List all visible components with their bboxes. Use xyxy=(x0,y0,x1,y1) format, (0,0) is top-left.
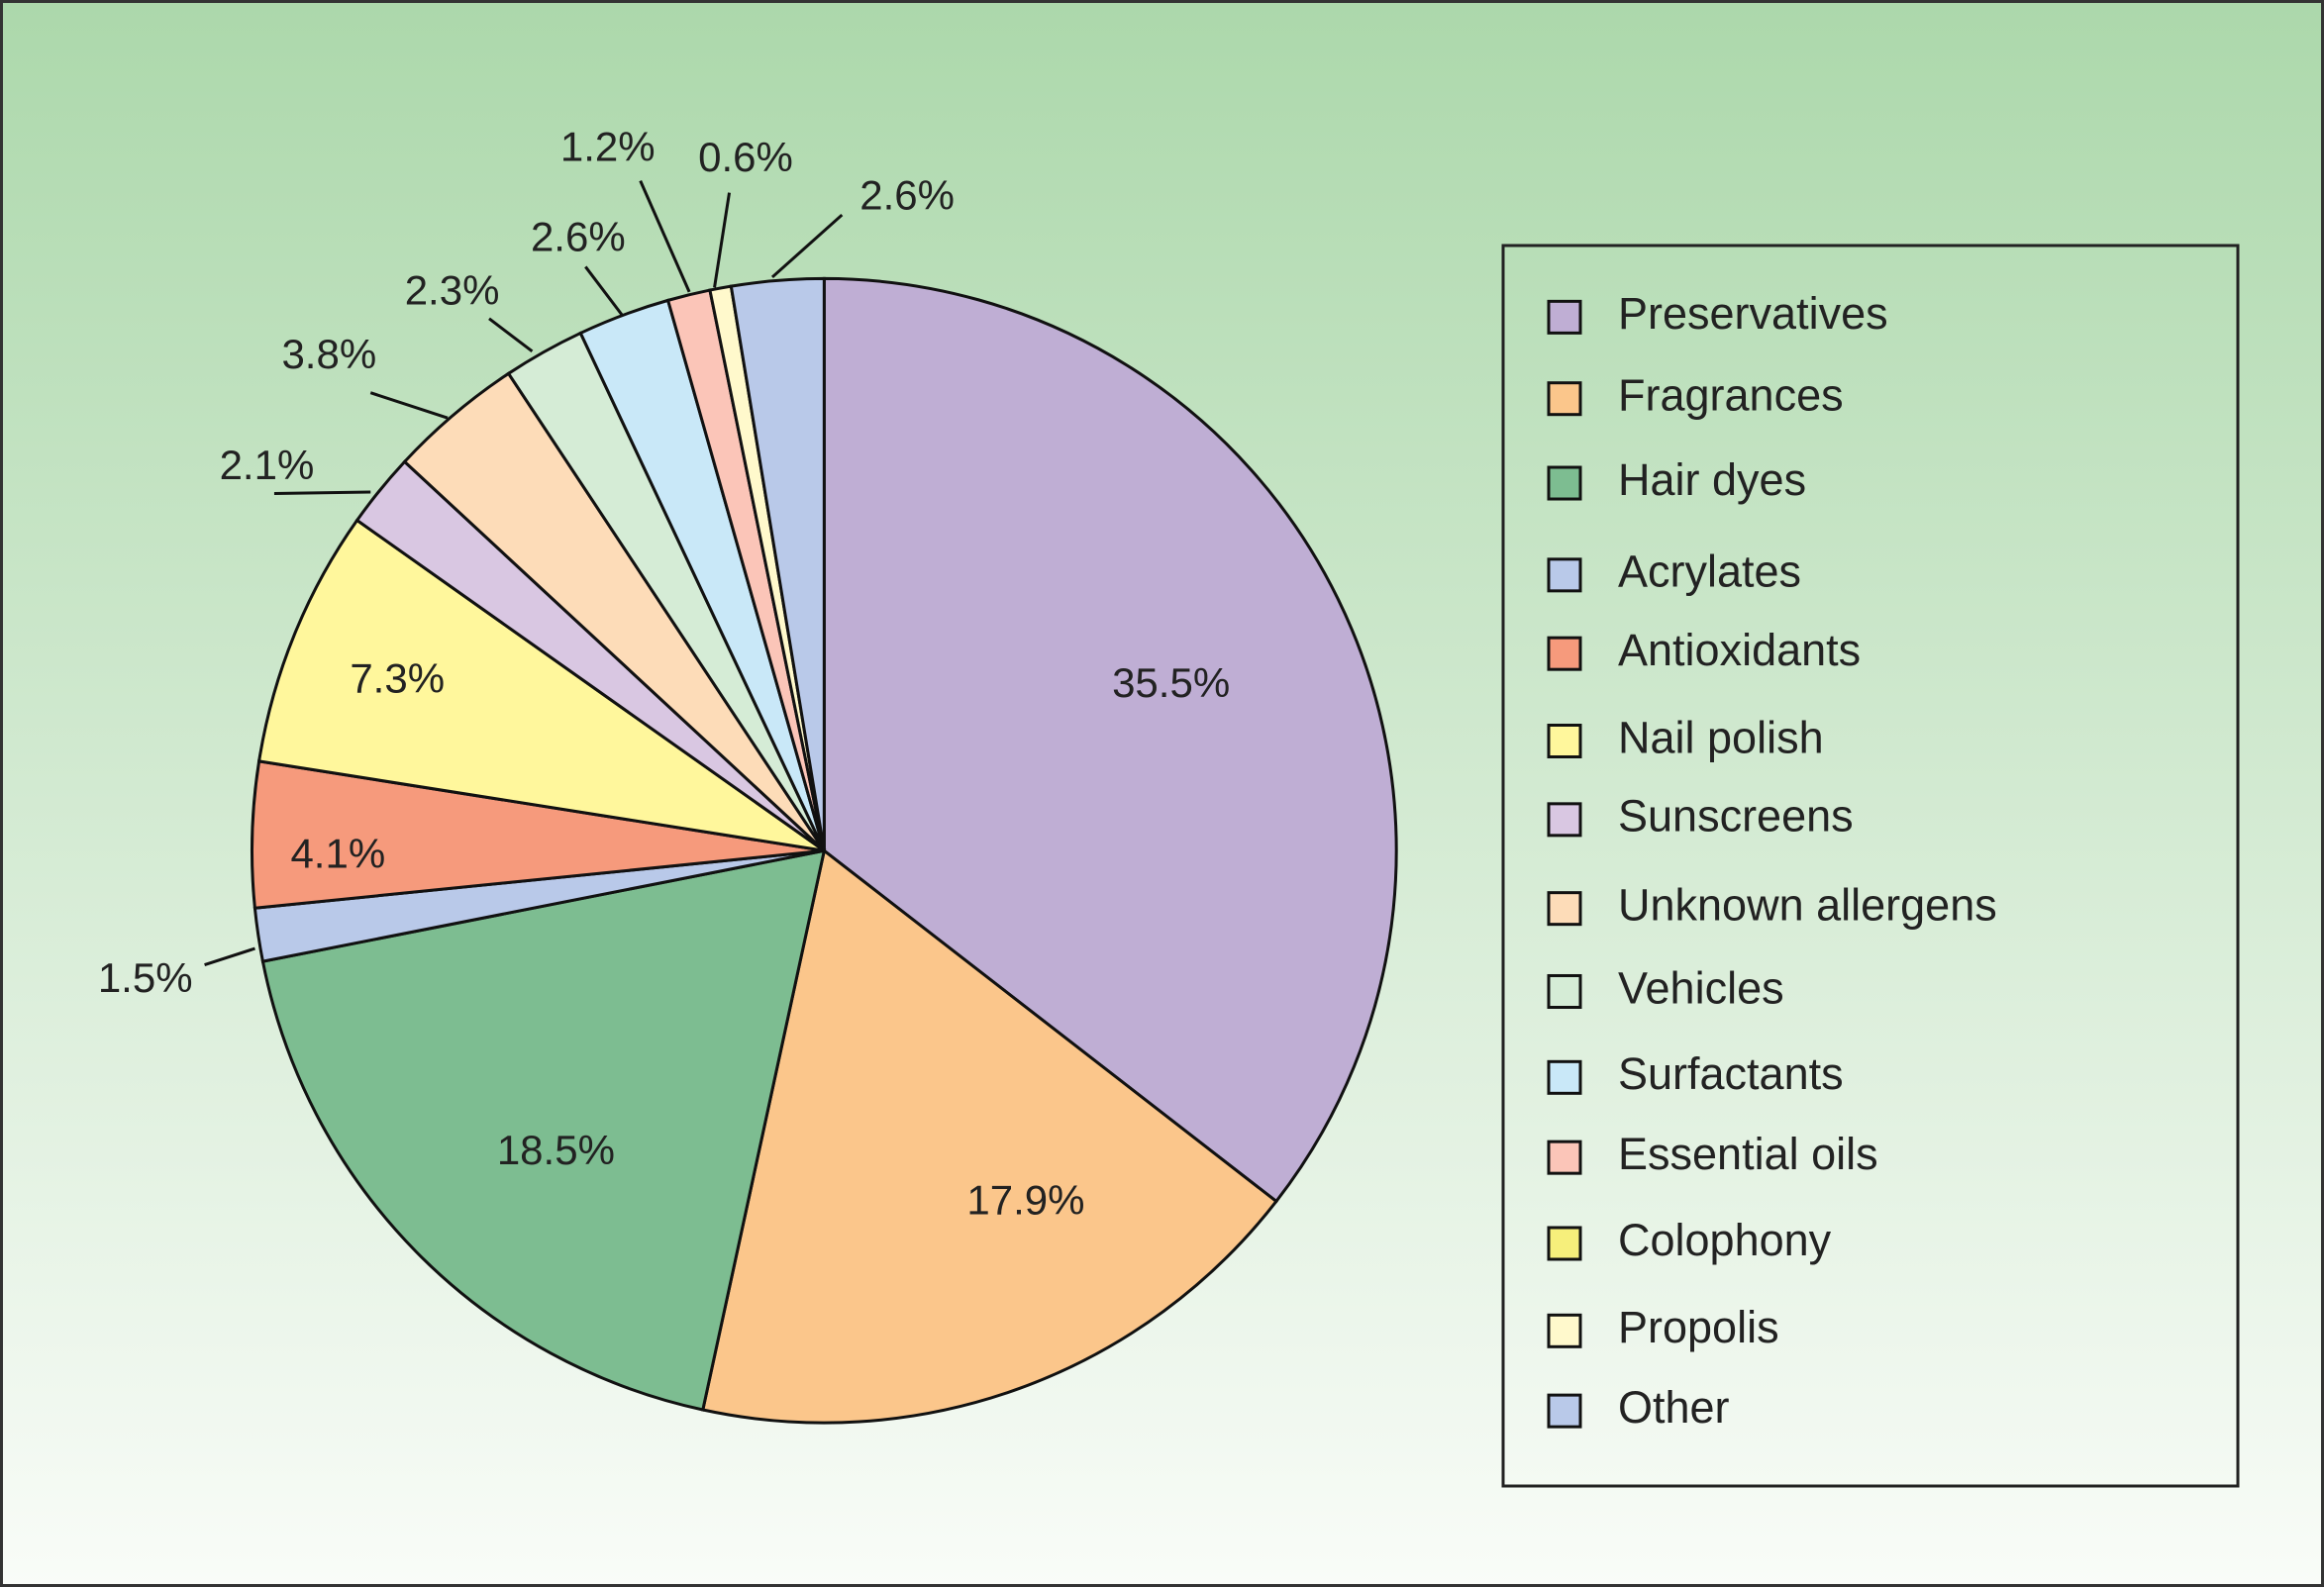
data-label: 2.6% xyxy=(859,172,955,219)
legend-swatch xyxy=(1547,802,1582,838)
legend-label: Sunscreens xyxy=(1618,791,1854,842)
legend-swatch xyxy=(1547,381,1582,417)
leader-line xyxy=(273,490,371,496)
data-label: 7.3% xyxy=(350,655,445,702)
legend-swatch xyxy=(1547,557,1582,593)
legend-swatch xyxy=(1547,299,1582,335)
leader-line xyxy=(713,192,732,288)
legend-box xyxy=(1501,244,2240,1488)
legend-label: Nail polish xyxy=(1618,712,1824,762)
data-label: 35.5% xyxy=(1112,659,1230,706)
legend-swatch xyxy=(1547,724,1582,758)
legend-label: Propolis xyxy=(1618,1302,1779,1352)
legend-label: Preservatives xyxy=(1618,288,1888,339)
legend-label: Unknown allergens xyxy=(1618,880,1997,931)
legend-label: Antioxidants xyxy=(1618,625,1861,675)
legend-swatch xyxy=(1547,465,1582,501)
legend-label: Other xyxy=(1618,1382,1730,1433)
data-label: 2.1% xyxy=(220,442,315,488)
pie-slice xyxy=(256,518,826,852)
legend-label: Colophony xyxy=(1618,1215,1832,1265)
leader-line xyxy=(488,317,534,352)
legend-swatch xyxy=(1547,973,1582,1009)
data-label: 0.6% xyxy=(698,134,793,180)
pie-slice xyxy=(260,848,827,1412)
data-label: 17.9% xyxy=(966,1177,1084,1224)
leader-line xyxy=(584,265,624,317)
pie-slice xyxy=(729,276,826,851)
legend-swatch xyxy=(1547,891,1582,927)
data-label: 2.3% xyxy=(405,266,500,313)
legend-label: Essential oils xyxy=(1618,1129,1878,1179)
data-label: 2.6% xyxy=(531,214,626,260)
legend-swatch xyxy=(1547,1140,1582,1175)
legend-swatch xyxy=(1547,1313,1582,1348)
legend-swatch xyxy=(1547,1393,1582,1429)
pie-slice xyxy=(822,276,1398,1204)
legend-swatch xyxy=(1547,636,1582,671)
pie-slice xyxy=(701,847,1279,1425)
leader-line xyxy=(369,391,449,420)
legend-label: Hair dyes xyxy=(1618,454,1806,505)
legend-swatch xyxy=(1547,1059,1582,1095)
leader-line xyxy=(204,946,255,966)
legend-label: Fragrances xyxy=(1618,370,1844,421)
leader-line xyxy=(639,180,691,293)
data-label: 1.5% xyxy=(98,954,193,1001)
data-label: 18.5% xyxy=(497,1127,615,1173)
legend-label: Acrylates xyxy=(1618,546,1801,597)
legend-swatch xyxy=(1547,1226,1582,1261)
data-label: 1.2% xyxy=(560,123,656,169)
legend-label: Vehicles xyxy=(1618,962,1784,1013)
data-label: 3.8% xyxy=(281,331,376,377)
legend-label: Surfactants xyxy=(1618,1048,1844,1099)
leader-line xyxy=(770,213,844,279)
data-label: 4.1% xyxy=(290,830,385,876)
